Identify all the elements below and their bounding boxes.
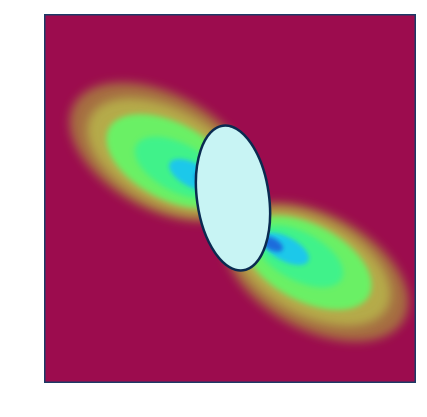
- lower-right-lobe: [223, 202, 409, 342]
- contour-svg: [44, 14, 416, 383]
- contour-plot: [44, 14, 416, 383]
- inclusion-ellipse: [194, 124, 272, 272]
- plot-frame: [44, 14, 416, 383]
